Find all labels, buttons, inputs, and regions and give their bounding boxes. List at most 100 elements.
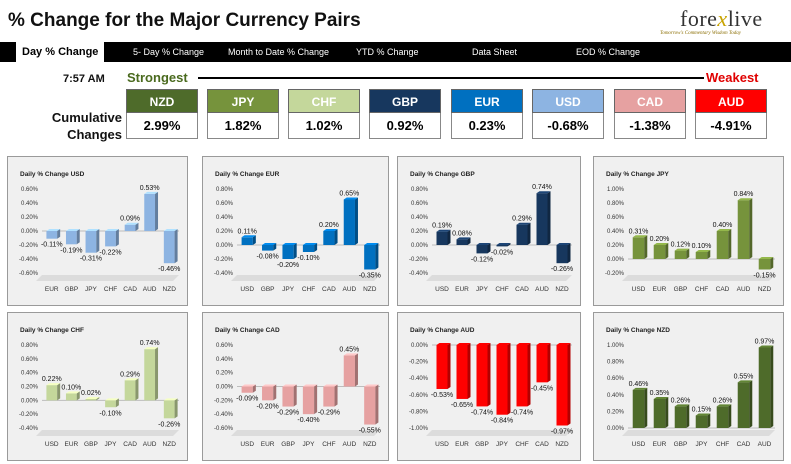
category-label: USD <box>435 286 449 293</box>
currency-code: JPY <box>207 89 279 113</box>
weakest-label: Weakest <box>706 70 759 85</box>
chart-floor <box>426 275 572 281</box>
tab-ytd-change[interactable]: YTD % Change <box>356 47 419 57</box>
y-tick-label: 0.60% <box>607 215 625 221</box>
category-label: CAD <box>322 286 336 293</box>
y-tick-label: 0.00% <box>21 398 39 404</box>
bar-top <box>302 384 318 387</box>
data-label: 0.46% <box>629 381 649 388</box>
chart-panel-gbp: Daily % Change GBP 0.80% 0.60% 0.40% 0.20% 0.… <box>397 156 581 306</box>
bar-side <box>96 229 100 253</box>
forexlive-logo[interactable]: forexlive Tomorrow's Commentary Wisdom T… <box>660 4 780 40</box>
bar-top <box>323 384 338 387</box>
data-label: 0.74% <box>532 184 552 191</box>
bar-top <box>632 387 648 390</box>
bar-top <box>364 384 379 387</box>
currency-code: EUR <box>451 89 523 113</box>
chart-floor <box>426 430 572 436</box>
bar <box>323 231 335 245</box>
data-label: 0.74% <box>140 340 160 347</box>
y-tick-label: -0.20% <box>214 257 234 263</box>
bar <box>46 385 58 401</box>
bar-chart: Daily % Change USD 0.60% 0.40% 0.20% 0.00% -0… <box>19 171 180 293</box>
bar <box>456 345 468 399</box>
strongest-label: Strongest <box>127 70 188 85</box>
bar-side <box>334 384 338 407</box>
data-label: -0.15% <box>753 273 775 280</box>
category-label: GBP <box>674 286 688 293</box>
bar-side <box>728 404 732 428</box>
bar-side <box>76 391 80 401</box>
y-tick-label: -0.20% <box>605 271 625 277</box>
bar-top <box>456 237 471 240</box>
bar <box>65 393 77 401</box>
bar-side <box>174 398 178 419</box>
y-tick-label: 0.20% <box>216 371 234 377</box>
bar-top <box>674 248 690 251</box>
data-label: 0.22% <box>42 376 62 383</box>
category-label: AUD <box>342 441 356 448</box>
data-label: -0.02% <box>491 249 513 256</box>
category-label: CHF <box>302 286 315 293</box>
bar <box>632 389 645 428</box>
tab-5-day-change[interactable]: 5- Day % Change <box>133 47 205 57</box>
bar <box>516 345 528 407</box>
y-tick-label: 0.00% <box>607 257 625 263</box>
currency-code: CAD <box>614 89 686 113</box>
bar <box>343 199 355 245</box>
category-label: CAD <box>535 441 549 448</box>
bar-top <box>144 347 159 350</box>
y-tick-label: 0.40% <box>607 393 625 399</box>
bar-top <box>302 243 318 245</box>
data-label: -0.26% <box>158 421 180 428</box>
data-label: -0.97% <box>551 429 573 436</box>
category-label: CHF <box>495 286 508 293</box>
bar <box>124 224 136 231</box>
bar <box>144 193 156 231</box>
data-label: 0.45% <box>339 346 359 353</box>
chart-floor <box>36 275 179 281</box>
tab-data-sheet[interactable]: Data Sheet <box>472 47 518 57</box>
category-label: AUD <box>737 286 751 293</box>
y-tick-label: 0.00% <box>216 385 234 391</box>
category-label: AUD <box>342 286 356 293</box>
currency-code: GBP <box>369 89 441 113</box>
bar-top <box>282 243 297 245</box>
category-label: CHF <box>322 441 335 448</box>
bar <box>241 237 253 245</box>
bar <box>323 386 335 407</box>
bar <box>695 415 708 428</box>
chart-title: Daily % Change CAD <box>215 327 280 334</box>
bar-side <box>252 235 256 245</box>
bar <box>241 386 253 393</box>
data-label: -0.29% <box>318 410 340 417</box>
bar <box>302 245 315 252</box>
chart-floor <box>231 275 380 281</box>
bar-side <box>155 191 159 231</box>
category-label: EUR <box>455 441 469 448</box>
tab-day-change[interactable]: Day % Change <box>16 42 105 62</box>
bar-top <box>105 229 119 231</box>
category-label: GBP <box>281 441 295 448</box>
category-label: NZD <box>555 286 569 293</box>
y-tick-label: 0.20% <box>411 229 429 235</box>
category-label: NZD <box>163 286 177 293</box>
bar-side <box>273 384 277 401</box>
tab-month-to-date-change[interactable]: Month to Date % Change <box>228 47 330 57</box>
bar-side <box>749 380 753 428</box>
currency-code: CHF <box>288 89 360 113</box>
bar <box>556 245 568 264</box>
bar-top <box>476 243 491 245</box>
currency-cumulative-value: 1.82% <box>207 113 279 139</box>
y-tick-label: -0.40% <box>19 257 39 263</box>
bar-top <box>163 229 178 231</box>
chart-title: Daily % Change AUD <box>410 327 475 334</box>
bar <box>716 406 729 428</box>
bar-top <box>436 229 451 232</box>
bar-side <box>293 384 297 407</box>
category-label: JPY <box>85 286 98 293</box>
category-label: GBP <box>475 441 489 448</box>
category-label: GBP <box>674 441 688 448</box>
data-label: 0.20% <box>319 222 339 229</box>
tab-eod-change[interactable]: EOD % Change <box>576 47 641 57</box>
